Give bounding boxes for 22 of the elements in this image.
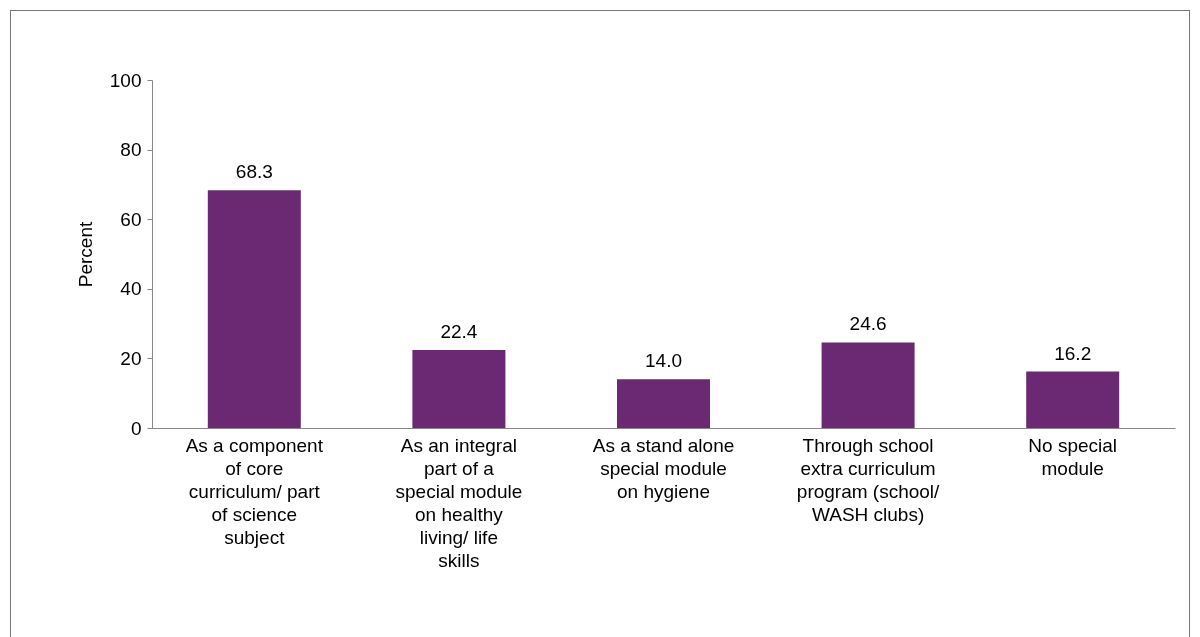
data-label: 22.4	[440, 321, 478, 343]
bar	[617, 379, 710, 428]
y-tick-label: 100	[109, 69, 142, 91]
data-label: 14.0	[645, 350, 682, 372]
y-tick-label: 40	[120, 278, 142, 300]
y-tick-label: 0	[130, 417, 142, 439]
bar	[207, 190, 301, 428]
bar	[821, 342, 915, 428]
x-tick-label: As a component of core curriculum/ part of science subject	[185, 434, 324, 548]
y-tick-label: 60	[120, 208, 142, 230]
x-tick-label: As an integral part of a special module on healthy living/ life skills	[395, 434, 523, 571]
y-axis-title: Percent	[74, 221, 96, 288]
data-label: 16.2	[1054, 342, 1092, 364]
y-tick-label: 20	[120, 347, 142, 369]
data-label: 24.6	[849, 313, 887, 335]
x-tick-label: Through school extra curriculum program (school/ WASH clubs)	[796, 434, 941, 525]
y-tick-label: 80	[120, 139, 142, 161]
bar	[1026, 371, 1120, 428]
x-tick-label: As a stand alone special module on hygiene	[592, 434, 735, 502]
x-tick-label: No special module	[1028, 434, 1118, 479]
data-label: 68.3	[235, 161, 273, 183]
bar	[412, 350, 506, 428]
